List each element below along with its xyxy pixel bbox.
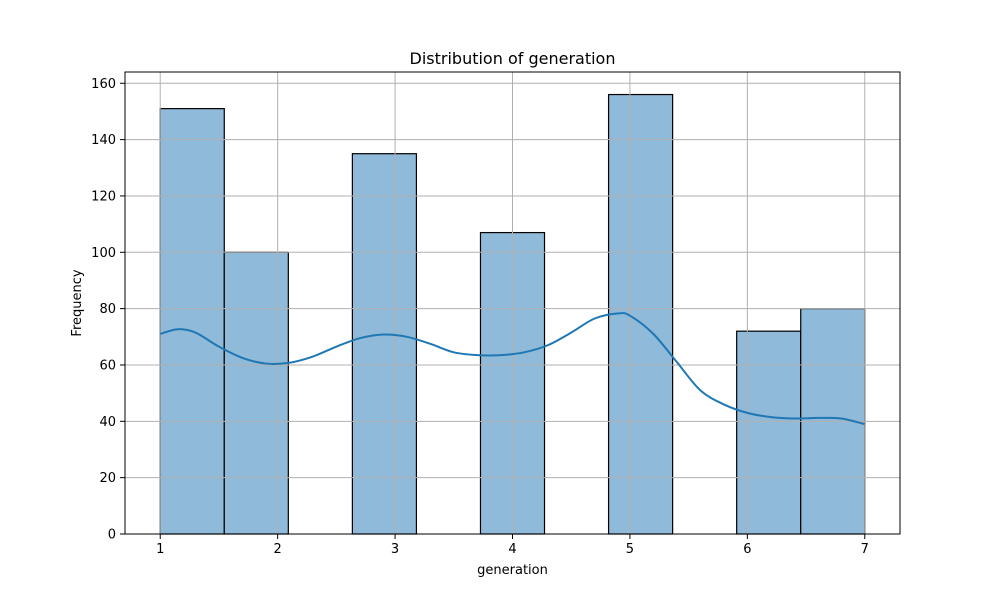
y-tick-label: 140	[91, 133, 116, 148]
x-tick-label: 1	[156, 542, 164, 557]
chart-title: Distribution of generation	[410, 49, 616, 68]
kde-line	[159, 312, 866, 426]
x-tick-label: 4	[508, 542, 516, 557]
y-tick-label: 40	[99, 415, 116, 430]
x-tick-label: 5	[626, 542, 634, 557]
histogram-bar	[223, 251, 289, 535]
y-tick-label: 0	[108, 528, 116, 543]
histogram-bar	[159, 108, 225, 535]
kde-layer	[159, 312, 866, 426]
x-tick-label: 3	[391, 542, 399, 557]
y-tick-label: 160	[91, 77, 116, 92]
x-axis-label: generation	[477, 563, 548, 578]
y-ticks: 0 20 40 60 80 100 120 140 160	[91, 77, 125, 543]
y-tick-label: 60	[99, 358, 116, 373]
y-tick-label: 80	[99, 302, 116, 317]
x-tick-label: 2	[274, 542, 282, 557]
histogram-bar	[351, 153, 418, 535]
y-tick-label: 120	[91, 189, 116, 204]
x-tick-label: 7	[861, 542, 869, 557]
histogram-bar	[736, 330, 802, 535]
y-axis-label: Frequency	[70, 269, 85, 336]
y-tick-label: 20	[99, 471, 116, 486]
x-ticks: 1 2 3 4 5 6 7	[156, 534, 869, 557]
y-tick-label: 100	[91, 246, 116, 261]
x-tick-label: 6	[743, 542, 751, 557]
